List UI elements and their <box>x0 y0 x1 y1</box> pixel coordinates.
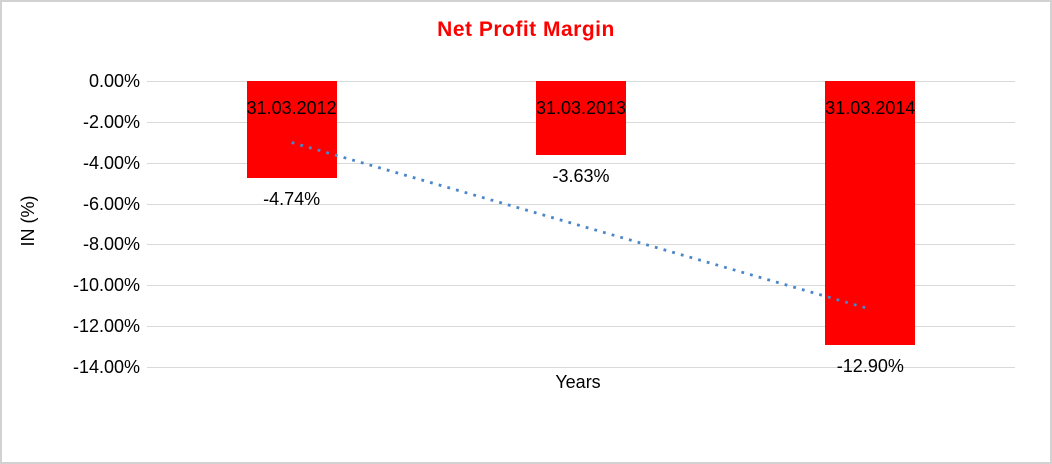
y-tick-label: 0.00% <box>88 71 140 91</box>
gridline <box>147 203 1015 205</box>
gridline <box>147 244 1015 246</box>
y-axis-title: IN (%) <box>18 195 38 247</box>
y-tick-label: -12.00% <box>72 316 140 337</box>
y-tick-label: -14.00% <box>72 357 140 377</box>
trendline-svg <box>291 141 871 311</box>
bar-category-label: 31.03.2014 <box>825 98 916 118</box>
gridline <box>147 162 1015 164</box>
y-tick-label: -4.00% <box>82 152 140 173</box>
trendline <box>291 141 871 311</box>
plot-area: 31.03.2012 -4.74% 31.03.2013 -3.63% 31.03.20… <box>147 81 1015 376</box>
y-tick-label: -8.00% <box>82 234 140 255</box>
gridline <box>147 285 1015 287</box>
gridline <box>147 367 1015 368</box>
bar-31.03.2012 <box>246 81 337 178</box>
bar-value-label: -3.63% <box>552 166 610 187</box>
gridline <box>147 326 1015 328</box>
bar-value-label: -12.90% <box>836 355 904 376</box>
y-tick-label: -10.00% <box>72 275 140 296</box>
bar-31.03.2014 <box>825 81 916 345</box>
bar-value-label: -4.74% <box>263 188 321 209</box>
y-tick-label: -6.00% <box>82 193 140 214</box>
bar-31.03.2013 <box>536 81 626 156</box>
bar-category-label: 31.03.2013 <box>535 98 627 118</box>
x-axis-title: Years <box>555 372 601 392</box>
chart-title: Net Profit Margin <box>437 18 615 41</box>
bar-category-label: 31.03.2012 <box>246 98 337 118</box>
y-tick-label: -2.00% <box>82 111 140 132</box>
